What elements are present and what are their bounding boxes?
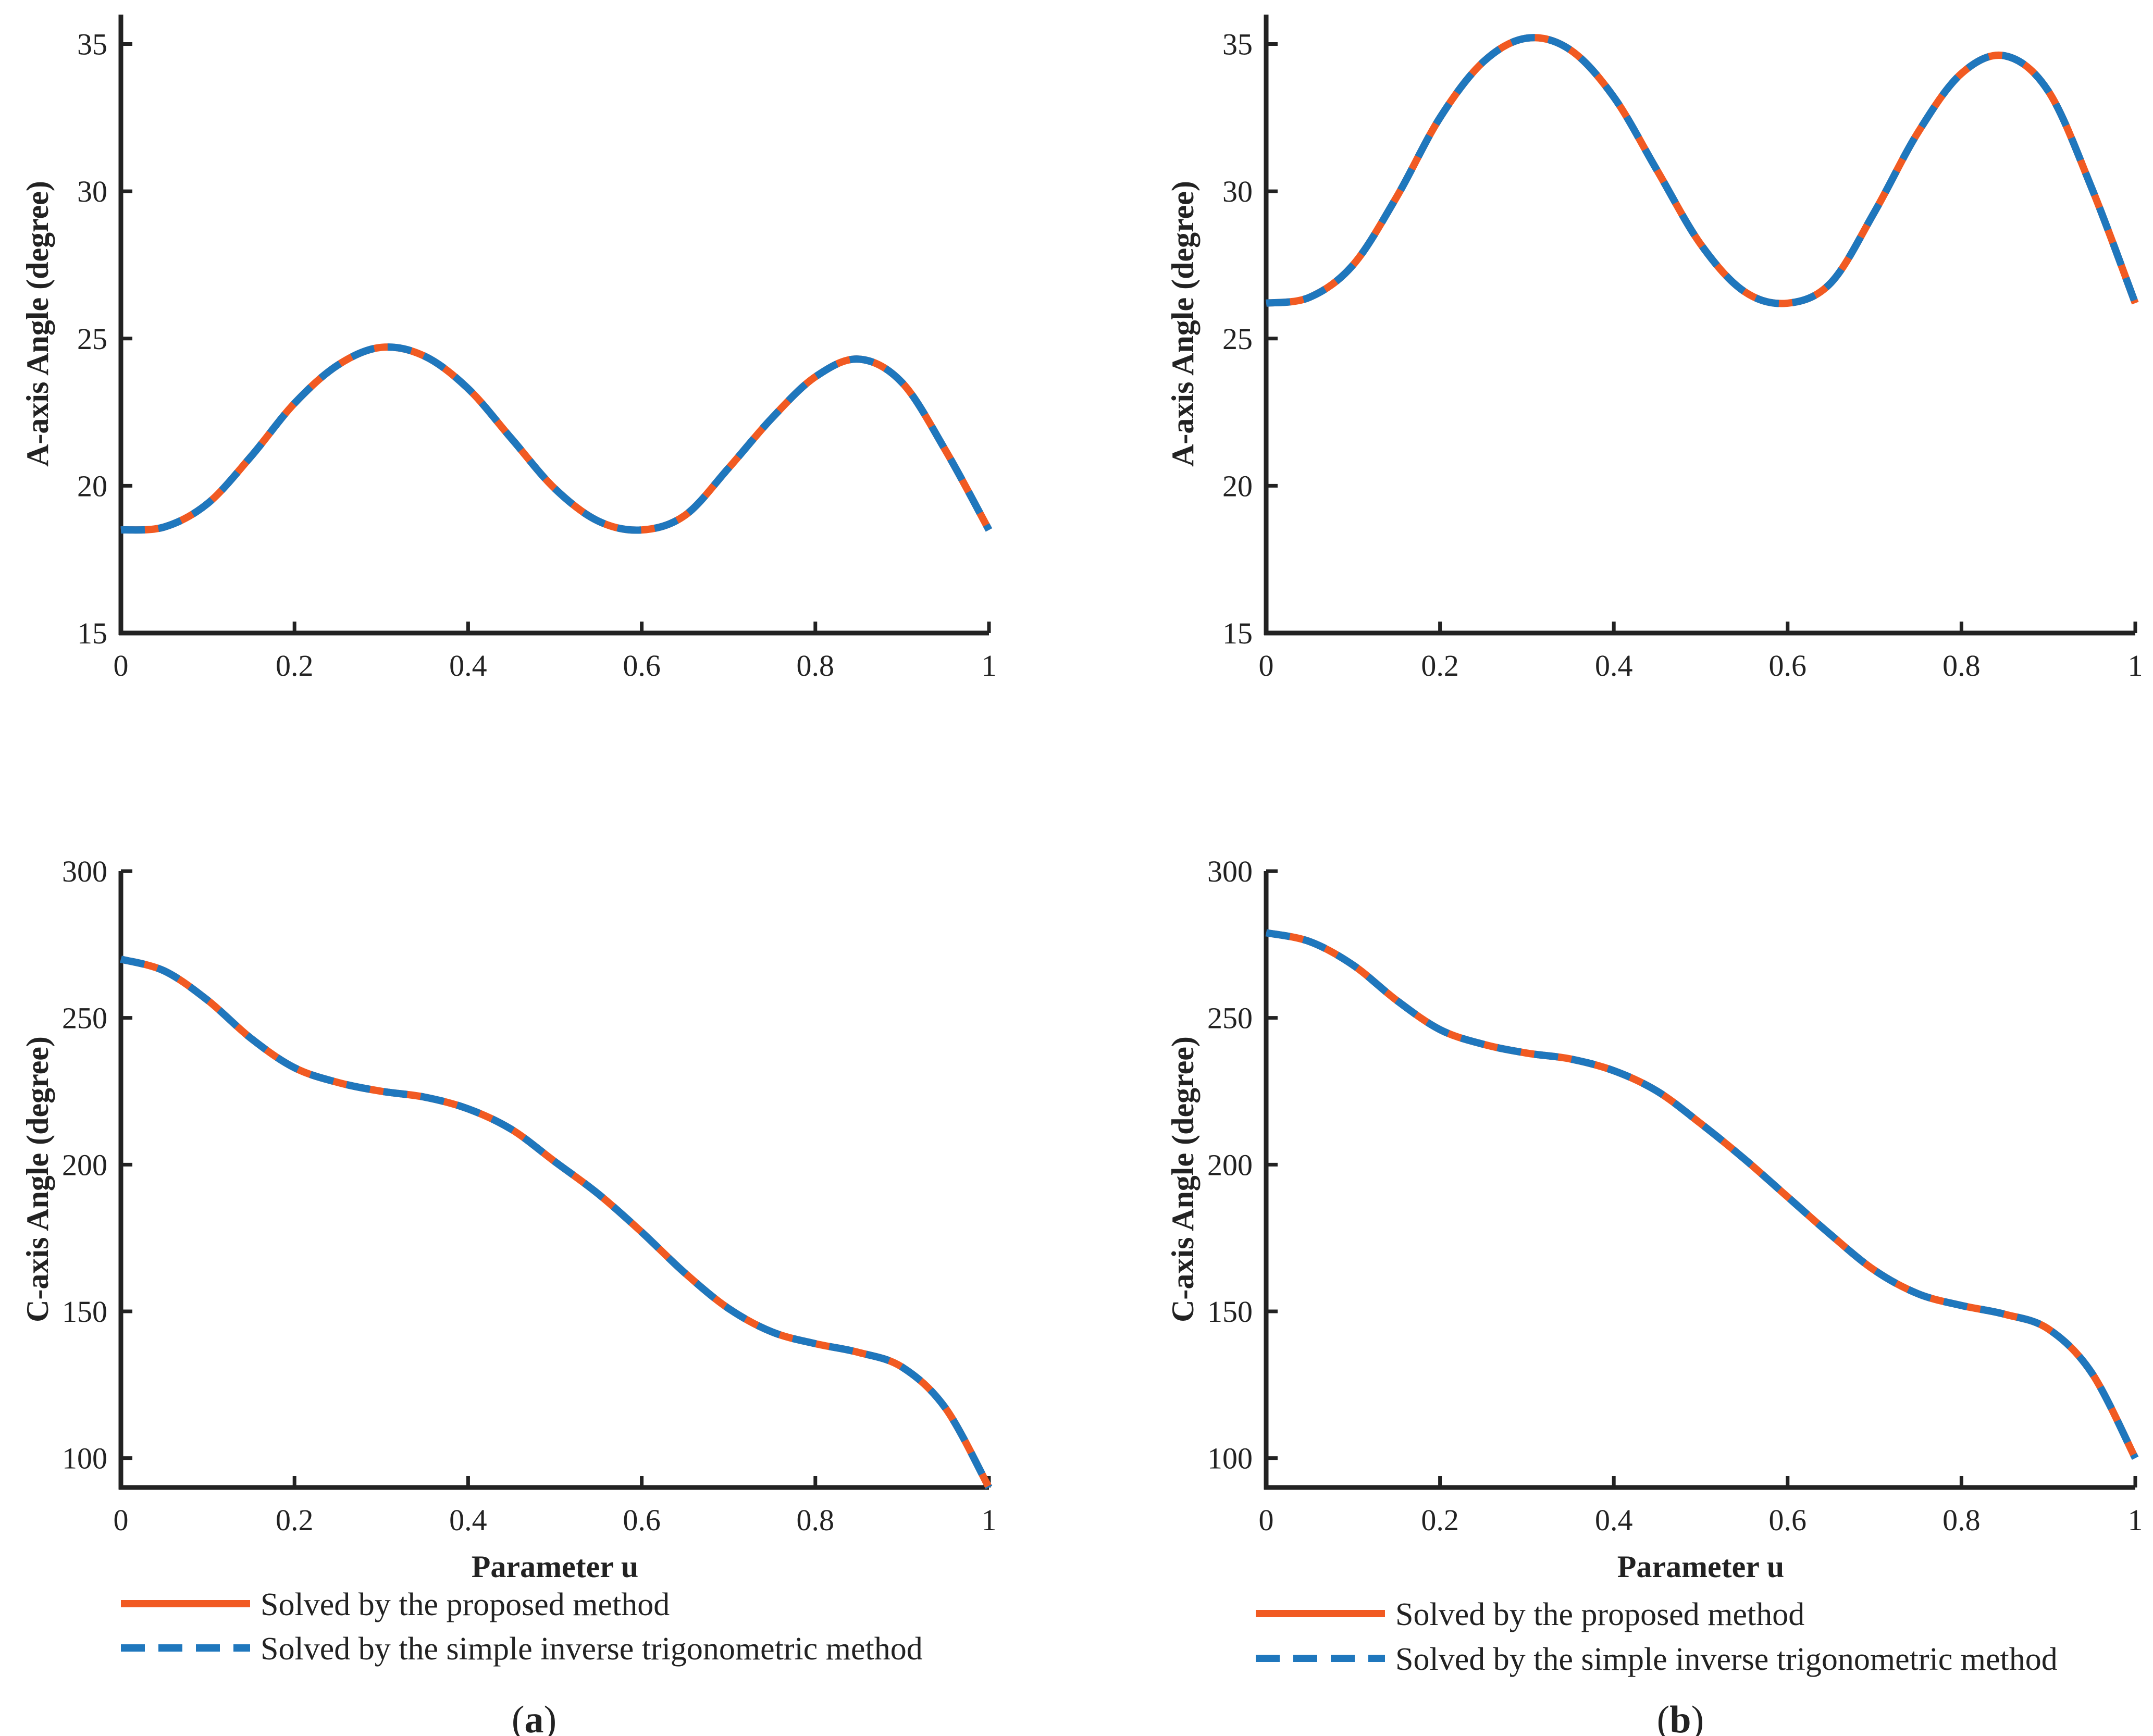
x-tick-label: 0.4 [449, 649, 487, 683]
y-tick-label: 250 [62, 1001, 107, 1035]
y-tick-label: 300 [62, 854, 107, 888]
y-axis-label: A-axis Angle (degree) [1166, 181, 1200, 467]
series-simple-line [1265, 929, 2139, 1460]
x-tick-label: 0.4 [1595, 649, 1633, 683]
x-tick-label: 1 [2128, 649, 2143, 683]
y-tick-label: 35 [1222, 28, 1253, 61]
y-tick-label: 15 [1222, 616, 1253, 650]
chart-a-top: 15 20 25 30 35 0 0.2 0.4 0.6 0.8 1 A-axis Angle (de… [20, 15, 997, 683]
series-simple-line [120, 343, 993, 534]
x-tick-label: 0.2 [276, 649, 314, 683]
legend-b: Solved by the proposed method Solved by … [1256, 1597, 2058, 1677]
y-tick-label: 200 [1207, 1148, 1253, 1182]
x-axis-label: Parameter u [472, 1549, 638, 1584]
caption-a: (a) [512, 1698, 556, 1736]
x-tick-label: 1 [2128, 1503, 2143, 1537]
y-tick-label: 30 [1222, 175, 1253, 208]
x-tick-label: 0.2 [276, 1503, 314, 1537]
y-tick-label: 25 [77, 322, 107, 356]
legend-a-simple-label: Solved by the simple inverse trigonometr… [261, 1631, 923, 1667]
y-axis-label: C-axis Angle (degree) [20, 1036, 55, 1322]
y-tick-label: 35 [77, 28, 107, 61]
y-tick-label: 250 [1207, 1001, 1253, 1035]
y-axis-label: C-axis Angle (degree) [1166, 1036, 1200, 1322]
series-proposed-line [1265, 929, 2139, 1460]
x-axis-label: Parameter u [1617, 1549, 1784, 1584]
x-tick-label: 0.8 [1942, 649, 1981, 683]
series-proposed-line [1266, 34, 2139, 307]
x-tick-label: 0.8 [797, 1503, 835, 1537]
y-tick-label: 300 [1207, 854, 1253, 888]
y-tick-label: 20 [77, 469, 107, 503]
x-tick-label: 1 [982, 649, 997, 683]
x-tick-label: 0.4 [449, 1503, 487, 1537]
legend-a-proposed-label: Solved by the proposed method [261, 1587, 670, 1622]
legend-b-simple-label: Solved by the simple inverse trigonometr… [1395, 1642, 2058, 1677]
series-simple-line [1266, 34, 2139, 307]
y-tick-label: 150 [62, 1295, 107, 1329]
y-tick-label: 100 [1207, 1442, 1253, 1475]
y-tick-label: 20 [1222, 469, 1253, 503]
y-tick-label: 15 [77, 616, 107, 650]
y-tick-label: 30 [77, 175, 107, 208]
x-tick-label: 0 [114, 649, 129, 683]
x-tick-label: 0 [1259, 649, 1274, 683]
chart-a-bottom: 100 150 200 250 300 0 0.2 0.4 0.6 0.8 1 C-axis Angl… [20, 854, 997, 1584]
x-tick-label: 0 [1259, 1503, 1274, 1537]
series-simple-line [120, 956, 993, 1490]
y-axis-label: A-axis Angle (degree) [20, 181, 55, 467]
chart-b-top: 15 20 25 30 35 0 0.2 0.4 0.6 0.8 1 A-axis Angle (de… [1166, 15, 2143, 683]
x-tick-label: 1 [982, 1503, 997, 1537]
chart-b-bottom: 100 150 200 250 300 0 0.2 0.4 0.6 0.8 1 C-axis Angl… [1166, 854, 2143, 1584]
x-tick-label: 0.8 [1942, 1503, 1981, 1537]
y-tick-label: 200 [62, 1148, 107, 1182]
x-tick-label: 0.8 [797, 649, 835, 683]
x-tick-label: 0 [114, 1503, 129, 1537]
legend-b-proposed-label: Solved by the proposed method [1395, 1597, 1804, 1632]
x-tick-label: 0.6 [623, 1503, 661, 1537]
x-tick-label: 0.6 [1769, 1503, 1807, 1537]
x-tick-label: 0.2 [1421, 649, 1459, 683]
y-tick-label: 100 [62, 1442, 107, 1475]
caption-b: (b) [1657, 1698, 1704, 1736]
y-tick-label: 25 [1222, 322, 1253, 356]
x-tick-label: 0.6 [1769, 649, 1807, 683]
legend-a: Solved by the proposed method Solved by … [121, 1587, 923, 1667]
y-tick-label: 150 [1207, 1295, 1253, 1329]
x-tick-label: 0.2 [1421, 1503, 1459, 1537]
series-proposed-line [120, 343, 993, 534]
x-tick-label: 0.6 [623, 649, 661, 683]
x-tick-label: 0.4 [1595, 1503, 1633, 1537]
